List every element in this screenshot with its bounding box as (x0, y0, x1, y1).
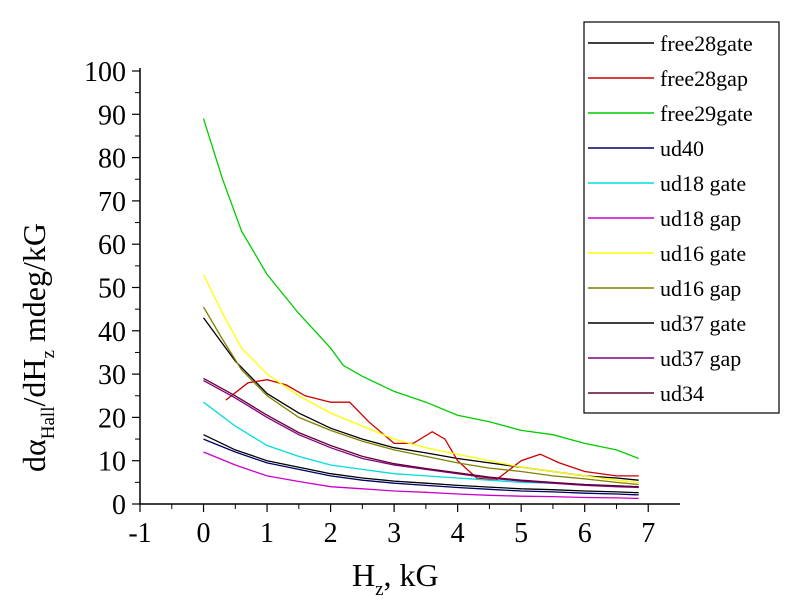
x-tick-label: 5 (514, 518, 528, 549)
legend-label: ud34 (660, 381, 704, 406)
legend-label: ud18 gate (660, 171, 746, 196)
y-tick-label: 40 (98, 317, 126, 348)
y-tick-label: 30 (98, 360, 126, 391)
y-tick-label: 70 (98, 187, 126, 218)
series-lines (202, 118, 639, 500)
legend-label: ud16 gap (660, 276, 741, 301)
series-line (202, 118, 639, 460)
x-tick-label: -1 (128, 518, 151, 549)
series-line (203, 451, 639, 500)
x-tick-label: 1 (260, 518, 274, 549)
x-tick-label: 0 (197, 518, 211, 549)
legend-label: ud40 (660, 136, 704, 161)
series-line (203, 377, 639, 488)
legend-label: ud37 gap (660, 346, 741, 371)
series-line (202, 306, 639, 486)
x-tick-label: 7 (641, 518, 655, 549)
x-tick-label: 3 (387, 518, 401, 549)
axes (139, 68, 680, 505)
series-line (203, 380, 639, 489)
legend-label: free28gate (660, 31, 753, 56)
x-tick-label: 2 (324, 518, 338, 549)
y-tick-label: 10 (98, 447, 126, 478)
legend: free28gate free28gap free29gate ud40 ud18 ga… (583, 21, 780, 414)
y-tick-label: 50 (98, 274, 126, 305)
y-tick-label: 80 (98, 144, 126, 175)
legend-label: ud18 gap (660, 206, 741, 231)
series-line (203, 434, 639, 494)
legend-label: free28gap (660, 66, 748, 91)
y-tick-label: 100 (84, 57, 126, 88)
y-axis-title: dαHall/dHz mdeg/kG (16, 223, 59, 472)
x-axis-title: Hz, kG (352, 557, 439, 600)
legend-label: ud16 gate (660, 241, 746, 266)
y-tick-label: 60 (98, 230, 126, 261)
y-tick-label: 0 (112, 490, 126, 521)
y-tick-label: 90 (98, 100, 126, 131)
series-line (202, 274, 639, 484)
series-line (203, 438, 639, 496)
legend-label: ud37 gate (660, 311, 746, 336)
y-tick-label: 20 (98, 403, 126, 434)
legend-label: free29gate (660, 101, 753, 126)
series-line (225, 379, 639, 481)
x-tick-label: 6 (578, 518, 592, 549)
x-tick-label: 4 (451, 518, 465, 549)
